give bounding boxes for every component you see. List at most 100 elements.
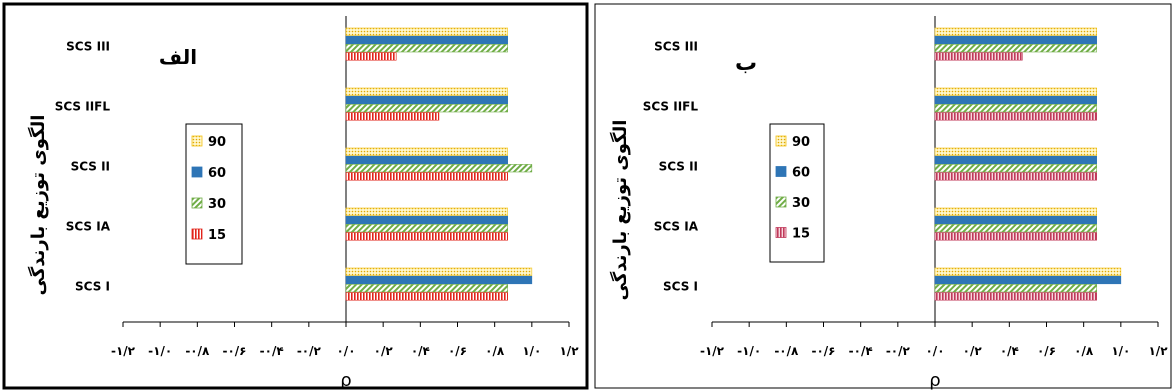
legend-box (769, 123, 825, 263)
legend-swatch-30 (775, 196, 787, 208)
bar-60-scs-iii (934, 35, 1097, 45)
category-label: SCS II (71, 159, 110, 173)
x-tick-label: -۰/۶ (811, 344, 835, 358)
legend-label-15: 15 (208, 228, 226, 243)
x-tick-label: ۰/۰ (336, 344, 355, 358)
bar-90-scs-ii (345, 147, 508, 156)
category-label: SCS II (659, 159, 698, 173)
legend-box (185, 123, 243, 265)
x-tick-label: ۰/۰ (925, 344, 944, 358)
bar-30-scs-ia (934, 224, 1097, 233)
bar-60-scs-iifl (345, 95, 508, 105)
legend-swatch-30 (191, 197, 203, 209)
bar-30-scs-ii (934, 164, 1097, 173)
x-axis-title: ρ (340, 370, 351, 391)
panel-alef: الف الگوی توزیع بارندگی ρ -۱/۲ -۱/۰ -۰/۸ -۰… (2, 2, 589, 391)
x-tick-label: ۱/۰ (522, 344, 541, 358)
category-label: SCS IA (66, 219, 111, 233)
x-tick-label: ۰/۶ (448, 344, 467, 358)
x-tick-label: -۱/۲ (700, 344, 725, 358)
bar-30-scs-iii (934, 44, 1097, 53)
bar-90-scs-i (934, 267, 1122, 276)
bar-30-scs-iii (345, 44, 508, 53)
x-tick-label: -۰/۶ (222, 344, 246, 358)
category-label: SCS IIFL (55, 99, 111, 113)
bar-60-scs-i (345, 275, 533, 285)
x-tick-label: -۱/۲ (111, 344, 136, 358)
x-tick-label: -۰/۴ (260, 344, 284, 358)
plot-area: -۱/۲ -۱/۰ -۰/۸ -۰/۶ -۰/۴ -۰/۲ ۰/۰ ۰/۲ ۰/۴ ۰/۶ ۰/۸ ۱… (643, 16, 1168, 358)
x-tick-label: -۱/۰ (737, 344, 761, 358)
category-label: SCS III (66, 39, 110, 53)
legend-label-15: 15 (792, 227, 810, 242)
x-tick-label: ۰/۸ (485, 344, 505, 358)
legend-swatch-90 (775, 135, 787, 147)
bar-15-scs-ii (934, 172, 1097, 181)
bar-15-scs-ia (934, 232, 1097, 241)
x-tick-label: -۱/۰ (148, 344, 172, 358)
bar-15-scs-iii (345, 52, 397, 61)
category-label: SCS I (663, 279, 698, 293)
x-tick-label: ۱/۲ (1148, 344, 1168, 358)
bar-90-scs-ia (934, 207, 1097, 216)
bar-90-scs-iifl (345, 87, 508, 96)
plot-area: -۱/۲ -۱/۰ -۰/۸ -۰/۶ -۰/۴ -۰/۲ ۰/۰ ۰/۲ ۰/۴ ۰/۶ ۰/۸ ۱… (55, 16, 579, 358)
y-axis-title: الگوی توزیع بارندگی (609, 120, 631, 301)
bar-90-scs-iii (934, 27, 1097, 36)
bar-15-scs-iii (934, 52, 1023, 61)
x-tick-label: ۰/۴ (1000, 344, 1019, 358)
x-tick-label: ۰/۸ (1074, 344, 1094, 358)
bar-60-scs-ia (934, 215, 1097, 225)
legend-swatch-90 (191, 135, 203, 147)
legend-label-30: 30 (208, 197, 226, 212)
bar-30-scs-i (934, 284, 1097, 293)
bar-15-scs-ii (345, 172, 508, 181)
legend-swatch-60 (191, 166, 203, 178)
category-label: SCS III (654, 39, 698, 53)
y-axis-title: الگوی توزیع بارندگی (27, 115, 49, 296)
x-tick-label: -۰/۸ (185, 344, 210, 358)
x-tick-label: -۰/۴ (849, 344, 873, 358)
bar-60-scs-i (934, 275, 1122, 285)
legend-swatch-15 (191, 228, 203, 240)
legend-label-90: 90 (208, 135, 226, 150)
category-label: SCS I (75, 279, 110, 293)
bar-60-scs-iifl (934, 95, 1097, 105)
bar-90-scs-iifl (934, 87, 1097, 96)
bar-30-scs-iifl (934, 104, 1097, 113)
legend-label-90: 90 (792, 135, 810, 150)
x-tick-label: ۰/۲ (963, 344, 983, 358)
bar-60-scs-ia (345, 215, 508, 225)
panel-border (594, 3, 1172, 389)
legend-label-60: 60 (208, 166, 226, 181)
x-axis-title: ρ (929, 370, 940, 391)
x-tick-label: ۰/۶ (1037, 344, 1056, 358)
bar-30-scs-iifl (345, 104, 508, 113)
x-tick-label: -۰/۸ (774, 344, 799, 358)
bar-30-scs-ii (345, 164, 533, 173)
legend-label-60: 60 (792, 166, 810, 181)
legend-swatch-15 (775, 227, 787, 238)
bar-90-scs-ii (934, 147, 1097, 156)
bar-15-scs-iifl (934, 112, 1097, 121)
bar-90-scs-iii (345, 27, 508, 36)
x-tick-label: -۰/۲ (886, 344, 911, 358)
bar-30-scs-i (345, 284, 508, 293)
panel-border (2, 2, 589, 390)
bar-60-scs-ii (934, 155, 1097, 165)
bar-15-scs-ia (345, 232, 508, 241)
bar-15-scs-iifl (345, 112, 440, 121)
category-label: SCS IA (654, 219, 699, 233)
legend-swatch-60 (775, 166, 787, 177)
bar-15-scs-i (345, 292, 508, 301)
legend: 90 60 30 15 (769, 123, 825, 263)
bar-60-scs-iii (345, 35, 508, 45)
bar-15-scs-i (934, 292, 1097, 301)
bar-30-scs-ia (345, 224, 508, 233)
bar-90-scs-ia (345, 207, 508, 216)
x-tick-label: -۰/۲ (297, 344, 322, 358)
bar-90-scs-i (345, 267, 533, 276)
legend: 90 60 30 15 (185, 123, 243, 265)
panel-label: الف (159, 45, 197, 69)
